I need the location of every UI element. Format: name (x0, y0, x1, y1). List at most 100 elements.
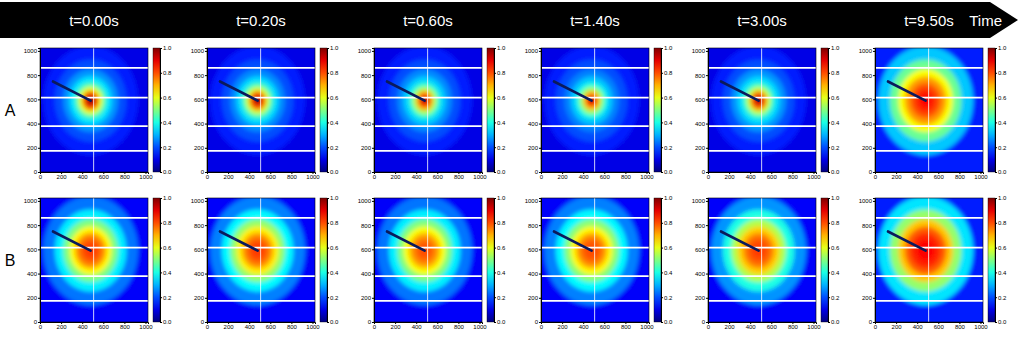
colorbar-axis-tick-label: 0.0 (330, 319, 339, 325)
intensity-ring (875, 48, 983, 172)
colorbar-axis-tick-mark (995, 122, 997, 123)
y-axis-tick-label: 200 (194, 295, 205, 301)
x-axis-tick: 0 (206, 322, 210, 330)
colorbar-axis-tick-label: 1.0 (664, 45, 673, 51)
y-axis-tick: 0 (535, 169, 541, 175)
y-axis-line (372, 199, 375, 323)
colorbar-axis-tick-mark (160, 172, 162, 173)
x-axis-tick: 800 (788, 322, 799, 330)
x-axis-tick-label: 600 (433, 174, 444, 180)
colorbar-axis-tick-label: 0.4 (831, 120, 840, 126)
y-axis-tick-mark (539, 51, 541, 52)
y-axis-tick-mark (706, 124, 708, 125)
y-axis-tick: 1000 (525, 48, 541, 54)
y-axis-tick-label: 200 (194, 145, 205, 151)
colorbar-axis-line (161, 49, 163, 173)
colorbar-axis-tick-label: 0.6 (831, 95, 840, 101)
y-axis-tick: 800 (361, 73, 374, 79)
detector-gap (761, 48, 762, 172)
x-axis-tick: 0 (707, 322, 711, 330)
y-axis-tick-label: 800 (361, 73, 372, 79)
y-axis-tick-label: 1000 (692, 48, 706, 54)
x-axis-tick-label: 200 (224, 174, 235, 180)
colorbar-axis-tick: 0.0 (995, 169, 1007, 175)
colorbar-axis-tick-label: 0.0 (831, 169, 840, 175)
y-axis-tick: 200 (695, 295, 708, 301)
y-axis-tick: 200 (695, 145, 708, 151)
colorbar-axis-tick-mark (828, 248, 830, 249)
colorbar-axis-tick-label: 0.0 (998, 169, 1007, 175)
y-axis-line (205, 199, 208, 323)
x-axis: 02004006008001000 (707, 322, 821, 330)
x-axis-tick: 200 (558, 322, 569, 330)
y-axis-tick-label: 800 (194, 223, 205, 229)
detector-gap (427, 48, 428, 172)
colorbar-axis-tick: 0.6 (327, 95, 339, 101)
y-axis-tick-label: 400 (695, 271, 706, 277)
colorbar-axis-tick-mark (661, 248, 663, 249)
colorbar-axis-tick-label: 0.2 (497, 295, 506, 301)
intensity-ring (708, 48, 816, 172)
figure: t=0.00st=0.20st=0.60st=1.40st=3.00st=9.5… (0, 0, 1024, 348)
x-axis: 02004006008001000 (707, 172, 821, 180)
colorbar-axis-tick-label: 0.4 (163, 120, 172, 126)
x-axis-tick-label: 800 (955, 174, 966, 180)
colorbar-axis-tick-mark (160, 48, 162, 49)
y-axis-tick-mark (38, 298, 40, 299)
y-axis-tick-mark (706, 298, 708, 299)
plot-area (207, 198, 315, 322)
y-axis-tick: 1000 (859, 48, 875, 54)
colorbar-axis-tick-mark (661, 73, 663, 74)
y-axis-tick-mark (539, 75, 541, 76)
plot-area (374, 48, 482, 172)
colorbar-axis-tick-mark (160, 248, 162, 249)
colorbar-axis-tick-mark (828, 272, 830, 273)
x-axis-tick-label: 0 (373, 324, 377, 330)
x-axis-tick: 600 (600, 322, 611, 330)
y-axis-tick: 800 (27, 73, 40, 79)
colorbar-axis-tick-label: 0.2 (330, 295, 339, 301)
x-axis-tick: 200 (558, 172, 569, 180)
x-axis-tick: 800 (788, 172, 799, 180)
y-axis-tick: 600 (27, 247, 40, 253)
x-axis-tick: 0 (39, 322, 43, 330)
colorbar-axis-tick-label: 1.0 (998, 195, 1007, 201)
colorbar-axis-tick: 0.0 (160, 169, 172, 175)
y-axis-tick: 600 (361, 97, 374, 103)
x-axis: 02004006008001000 (39, 172, 153, 180)
colorbar-axis-tick-label: 1.0 (998, 45, 1007, 51)
colorbar-axis-tick-mark (995, 172, 997, 173)
y-axis-tick-mark (706, 99, 708, 100)
colorbar-axis-tick-mark (327, 272, 329, 273)
x-axis-tick-label: 800 (120, 324, 131, 330)
x-axis-tick-label: 1000 (306, 324, 320, 330)
beamstop (53, 81, 91, 100)
x-axis-tick-label: 200 (892, 174, 903, 180)
colorbar-axis-tick-mark (661, 297, 663, 298)
colorbar-axis-tick-mark (995, 272, 997, 273)
colorbar-axis-tick: 0.4 (327, 120, 339, 126)
x-axis: 02004006008001000 (39, 322, 153, 330)
y-axis-tick-label: 600 (361, 247, 372, 253)
y-axis-tick-label: 600 (695, 97, 706, 103)
colorbar-axis-tick-mark (327, 98, 329, 99)
y-axis-tick-label: 400 (862, 271, 873, 277)
colorbar-axis-tick-mark (828, 172, 830, 173)
intensity-ring (377, 198, 472, 305)
colorbar-axis-tick: 0.4 (995, 120, 1007, 126)
y-axis: 02004006008001000 (692, 48, 709, 175)
y-axis-tick-mark (706, 322, 708, 323)
x-axis-tick: 400 (746, 322, 757, 330)
colorbar: 0.00.20.40.60.81.0 (654, 195, 673, 325)
colorbar-axis-tick-label: 0.8 (998, 220, 1007, 226)
colorbar-axis-tick-label: 0.6 (664, 95, 673, 101)
beamstop (53, 231, 91, 250)
colorbar-axis-tick-label: 1.0 (163, 45, 172, 51)
colorbar-axis-tick-mark (494, 48, 496, 49)
y-axis-tick-label: 0 (702, 319, 706, 325)
x-axis-tick-label: 200 (391, 174, 402, 180)
colorbar-axis-tick: 0.4 (160, 270, 172, 276)
colorbar-axis-line (662, 199, 664, 323)
y-axis-tick-label: 800 (194, 73, 205, 79)
colorbar-axis-tick-label: 0.4 (330, 270, 339, 276)
